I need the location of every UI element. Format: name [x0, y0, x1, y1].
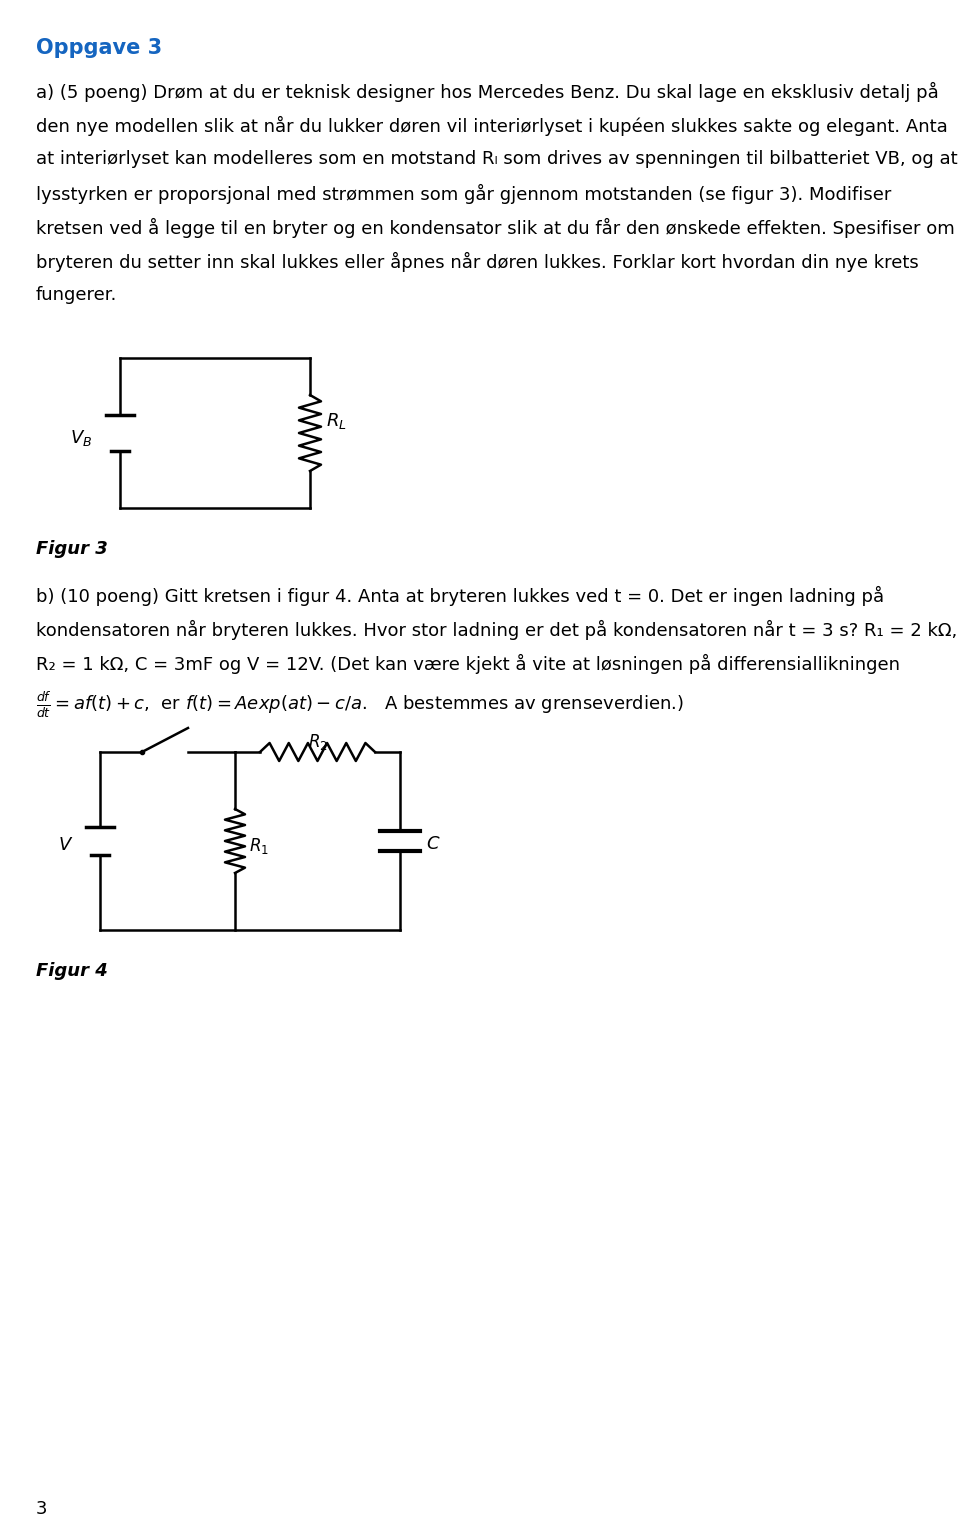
Text: $V_B$: $V_B$ [70, 428, 92, 448]
Text: $R_L$: $R_L$ [326, 411, 347, 431]
Text: $C$: $C$ [426, 835, 441, 853]
Text: fungerer.: fungerer. [36, 286, 117, 304]
Text: kondensatoren når bryteren lukkes. Hvor stor ladning er det på kondensatoren når: kondensatoren når bryteren lukkes. Hvor … [36, 619, 957, 641]
Text: Figur 4: Figur 4 [36, 962, 108, 980]
Text: Oppgave 3: Oppgave 3 [36, 38, 162, 58]
Text: 3: 3 [36, 1500, 47, 1518]
Text: $R_2$: $R_2$ [307, 732, 327, 752]
Text: $R_1$: $R_1$ [249, 836, 269, 856]
Text: at interiørlyset kan modelleres som en motstand Rₗ som drives av spenningen til : at interiørlyset kan modelleres som en m… [36, 150, 958, 168]
Text: bryteren du setter inn skal lukkes eller åpnes når døren lukkes. Forklar kort hv: bryteren du setter inn skal lukkes eller… [36, 252, 919, 272]
Text: $V$: $V$ [58, 836, 73, 855]
Text: b) (10 poeng) Gitt kretsen i figur 4. Anta at bryteren lukkes ved t = 0. Det er : b) (10 poeng) Gitt kretsen i figur 4. An… [36, 586, 884, 605]
Text: R₂ = 1 kΩ, C = 3mF og V = 12V. (Det kan være kjekt å vite at løsningen på differ: R₂ = 1 kΩ, C = 3mF og V = 12V. (Det kan … [36, 654, 900, 674]
Text: lysstyrken er proporsjonal med strømmen som går gjennom motstanden (se figur 3).: lysstyrken er proporsjonal med strømmen … [36, 183, 892, 203]
Text: a) (5 poeng) Drøm at du er teknisk designer hos Mercedes Benz. Du skal lage en e: a) (5 poeng) Drøm at du er teknisk desig… [36, 83, 939, 102]
Text: Figur 3: Figur 3 [36, 540, 108, 558]
Text: $\frac{df}{dt}$$= af(t) + c$,  er $f(t) = Aexp(at) - c/a$.   A bestemmes av gren: $\frac{df}{dt}$$= af(t) + c$, er $f(t) =… [36, 690, 684, 720]
Text: den nye modellen slik at når du lukker døren vil interiørlyset i kupéen slukkes : den nye modellen slik at når du lukker d… [36, 116, 948, 136]
Text: kretsen ved å legge til en bryter og en kondensator slik at du får den ønskede e: kretsen ved å legge til en bryter og en … [36, 219, 955, 239]
